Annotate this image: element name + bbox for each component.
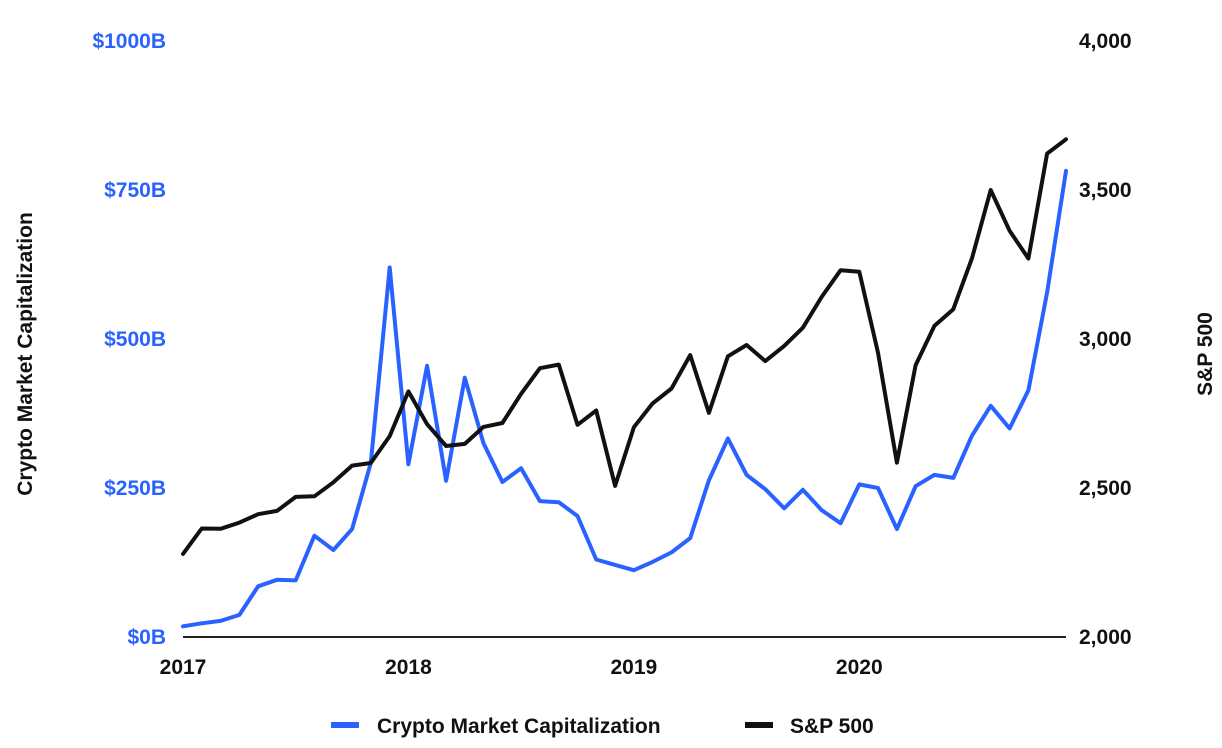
series-line-sp500 bbox=[181, 137, 1068, 556]
left-tick-label: $750B bbox=[104, 179, 166, 202]
legend-label-crypto: Crypto Market Capitalization bbox=[377, 715, 661, 738]
left-tick-label: $1000B bbox=[92, 30, 166, 53]
right-axis-title: S&P 500 bbox=[1194, 312, 1217, 396]
x-tick-label: 2017 bbox=[160, 656, 207, 679]
x-tick-label: 2019 bbox=[610, 656, 657, 679]
left-axis-title: Crypto Market Capitalization bbox=[14, 212, 37, 496]
left-axis-ticks: $0B $250B $500B $750B $1000B bbox=[92, 30, 166, 649]
series-line-crypto bbox=[181, 168, 1068, 629]
right-tick-label: 3,500 bbox=[1079, 179, 1132, 202]
legend: Crypto Market Capitalization S&P 500 bbox=[331, 715, 874, 738]
legend-label-sp500: S&P 500 bbox=[790, 715, 874, 738]
right-axis-ticks: 2,000 2,500 3,000 3,500 4,000 bbox=[1079, 30, 1132, 649]
series-layer bbox=[181, 137, 1068, 629]
right-tick-label: 3,000 bbox=[1079, 328, 1132, 351]
x-axis-ticks: 2017 2018 2019 2020 bbox=[160, 656, 883, 679]
left-tick-label: $500B bbox=[104, 328, 166, 351]
right-tick-label: 2,000 bbox=[1079, 626, 1132, 649]
right-tick-label: 2,500 bbox=[1079, 477, 1132, 500]
right-tick-label: 4,000 bbox=[1079, 30, 1132, 53]
left-tick-label: $0B bbox=[127, 626, 166, 649]
x-tick-label: 2020 bbox=[836, 656, 883, 679]
left-tick-label: $250B bbox=[104, 477, 166, 500]
x-tick-label: 2018 bbox=[385, 656, 432, 679]
